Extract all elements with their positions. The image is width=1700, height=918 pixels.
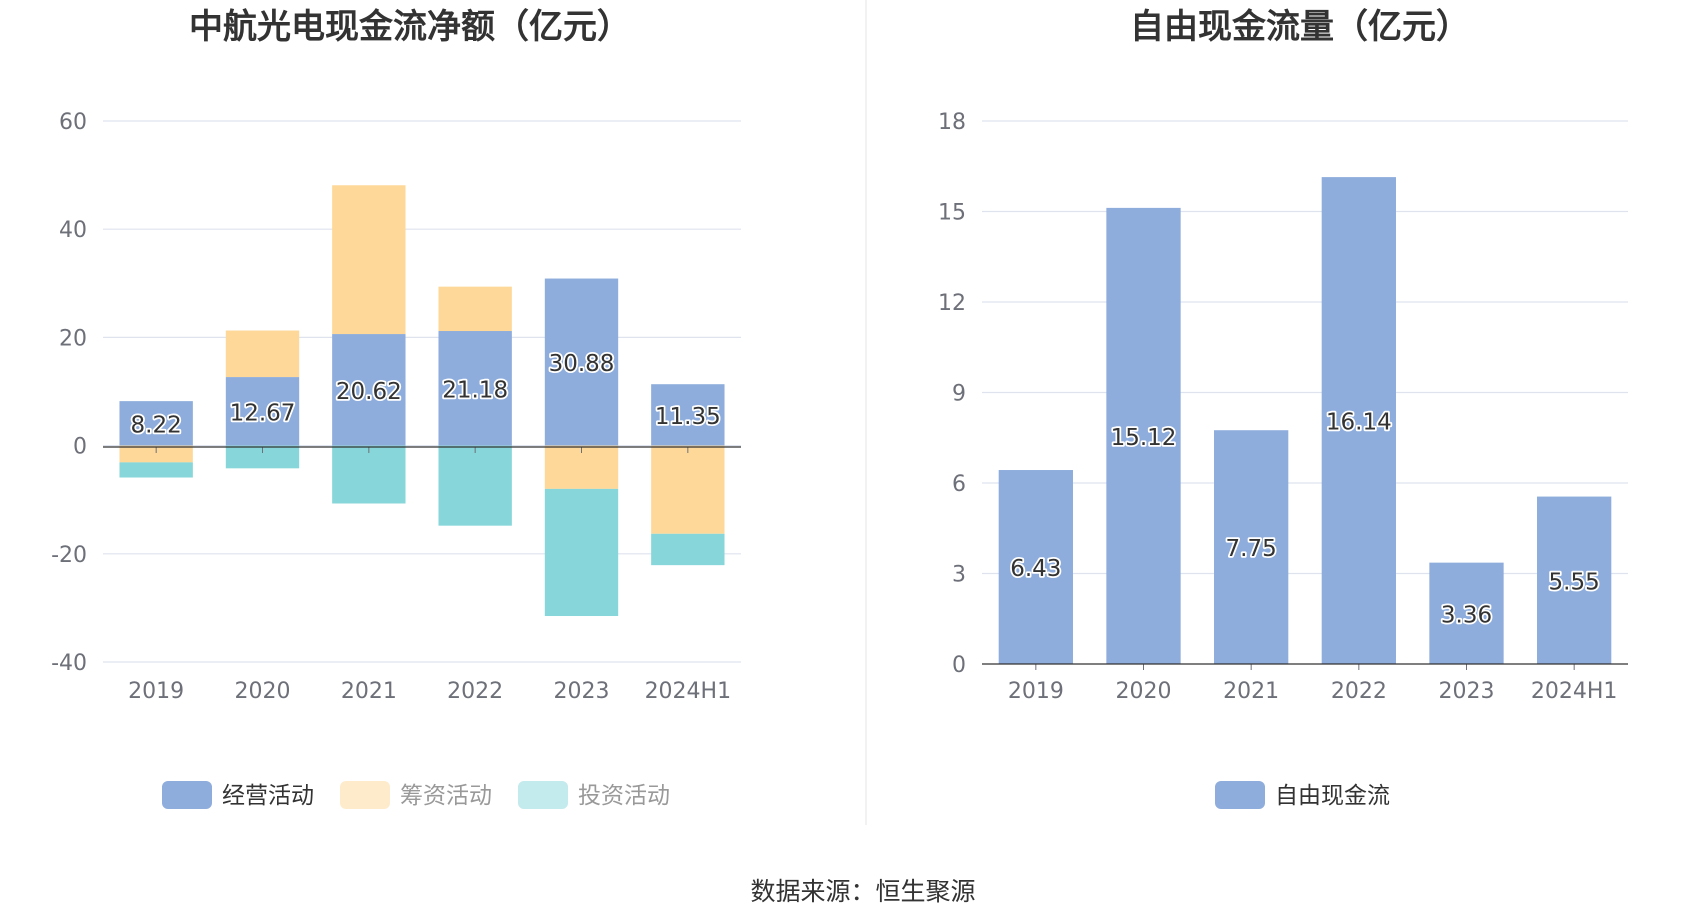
bar-筹资活动-2020 [226, 331, 299, 378]
x-tick-label: 2021 [341, 679, 397, 704]
bar-投资活动-2023 [545, 489, 618, 616]
data-label-2020: 12.67 [230, 400, 296, 426]
cashflow-legend: 经营活动 筹资活动 投资活动 [162, 781, 670, 809]
fcf-x-axis: 2019 2020 2021 2022 2023 2024H1 [982, 664, 1628, 704]
y-tick-label: 15 [938, 201, 966, 226]
bar-投资活动-2021 [332, 446, 405, 504]
fcf-y-axis: 0 3 6 9 12 15 18 [938, 110, 966, 678]
fcf-data-labels: 6.43 15.12 7.75 16.14 3.36 5.55 [1010, 410, 1600, 629]
x-tick-label: 2023 [554, 679, 610, 704]
y-tick-label: 12 [938, 291, 966, 316]
bar-投资活动-2024H1 [651, 534, 724, 565]
legend-label-自由现金流[interactable]: 自由现金流 [1275, 783, 1390, 809]
legend-swatch-自由现金流[interactable] [1215, 781, 1265, 809]
cashflow-chart-title: 中航光电现金流净额（亿元） [189, 7, 631, 47]
data-label-2019: 6.43 [1010, 556, 1061, 582]
y-tick-label: 20 [59, 326, 87, 351]
data-label-2022: 16.14 [1326, 410, 1392, 436]
cashflow-x-axis: 2019 2020 2021 2022 2023 2024H1 [103, 447, 741, 704]
legend-swatch-筹资活动[interactable] [340, 781, 390, 809]
data-label-2020: 15.12 [1111, 425, 1177, 451]
legend-swatch-经营活动[interactable] [162, 781, 212, 809]
y-tick-label: 9 [952, 382, 966, 407]
fcf-legend: 自由现金流 [1215, 781, 1390, 809]
data-source-note: 数据来源：恒生聚源 [750, 877, 975, 906]
data-label-2024H1: 5.55 [1549, 569, 1600, 595]
data-label-2023: 30.88 [549, 351, 615, 377]
cashflow-data-labels: 8.22 12.67 20.62 21.18 30.88 11.35 [131, 351, 721, 438]
fcf-grid [982, 121, 1628, 574]
data-label-2021: 20.62 [336, 379, 402, 405]
y-tick-label: 40 [59, 218, 87, 243]
y-tick-label: 0 [73, 435, 87, 460]
x-tick-label: 2021 [1223, 679, 1279, 704]
legend-label-经营活动[interactable]: 经营活动 [222, 783, 314, 809]
cashflow-y-axis: -40 -20 0 20 40 60 [51, 110, 87, 676]
data-label-2024H1: 11.35 [655, 404, 721, 430]
x-tick-label: 2022 [447, 679, 503, 704]
x-tick-label: 2019 [128, 679, 184, 704]
y-tick-label: 0 [952, 653, 966, 678]
x-tick-label: 2019 [1008, 679, 1064, 704]
y-tick-label: 6 [952, 472, 966, 497]
x-tick-label: 2020 [1116, 679, 1172, 704]
cashflow-bars [119, 185, 724, 616]
y-tick-label: 18 [938, 110, 966, 135]
y-tick-label: -40 [51, 651, 87, 676]
legend-swatch-投资活动[interactable] [518, 781, 568, 809]
y-tick-label: 3 [952, 563, 966, 588]
bar-筹资活动-2024H1 [651, 446, 724, 534]
cashflow-grid [103, 121, 741, 662]
x-tick-label: 2022 [1331, 679, 1387, 704]
x-tick-label: 2023 [1439, 679, 1495, 704]
data-label-2021: 7.75 [1226, 536, 1277, 562]
x-tick-label: 2024H1 [1531, 679, 1618, 704]
data-label-2023: 3.36 [1441, 602, 1492, 628]
legend-label-投资活动[interactable]: 投资活动 [578, 783, 670, 809]
y-tick-label: 60 [59, 110, 87, 135]
bar-投资活动-2022 [438, 446, 511, 526]
fcf-chart-title: 自由现金流量（亿元） [1130, 7, 1470, 47]
bar-筹资活动-2022 [438, 287, 511, 331]
dual-chart-canvas: 中航光电现金流净额（亿元） -40-200204060 8.22 12.6720.… [0, 0, 1700, 918]
bar-筹资活动-2021 [332, 185, 405, 334]
data-label-2019: 8.22 [131, 412, 182, 438]
legend-label-筹资活动[interactable]: 筹资活动 [400, 783, 492, 809]
fcf-chart: 自由现金流量（亿元） 0 3 6 9 12 15 18 6.43 15.12 7.75 16.14… [938, 7, 1628, 809]
bar-投资活动-2019 [119, 462, 192, 477]
x-tick-label: 2020 [235, 679, 291, 704]
y-tick-label: -20 [51, 543, 87, 568]
data-label-2022: 21.18 [442, 377, 508, 403]
x-tick-label: 2024H1 [645, 679, 732, 704]
cashflow-chart: 中航光电现金流净额（亿元） -40 -20 0 20 40 60 8.22 12.67 20.… [51, 7, 741, 809]
fcf-bars [999, 177, 1612, 664]
